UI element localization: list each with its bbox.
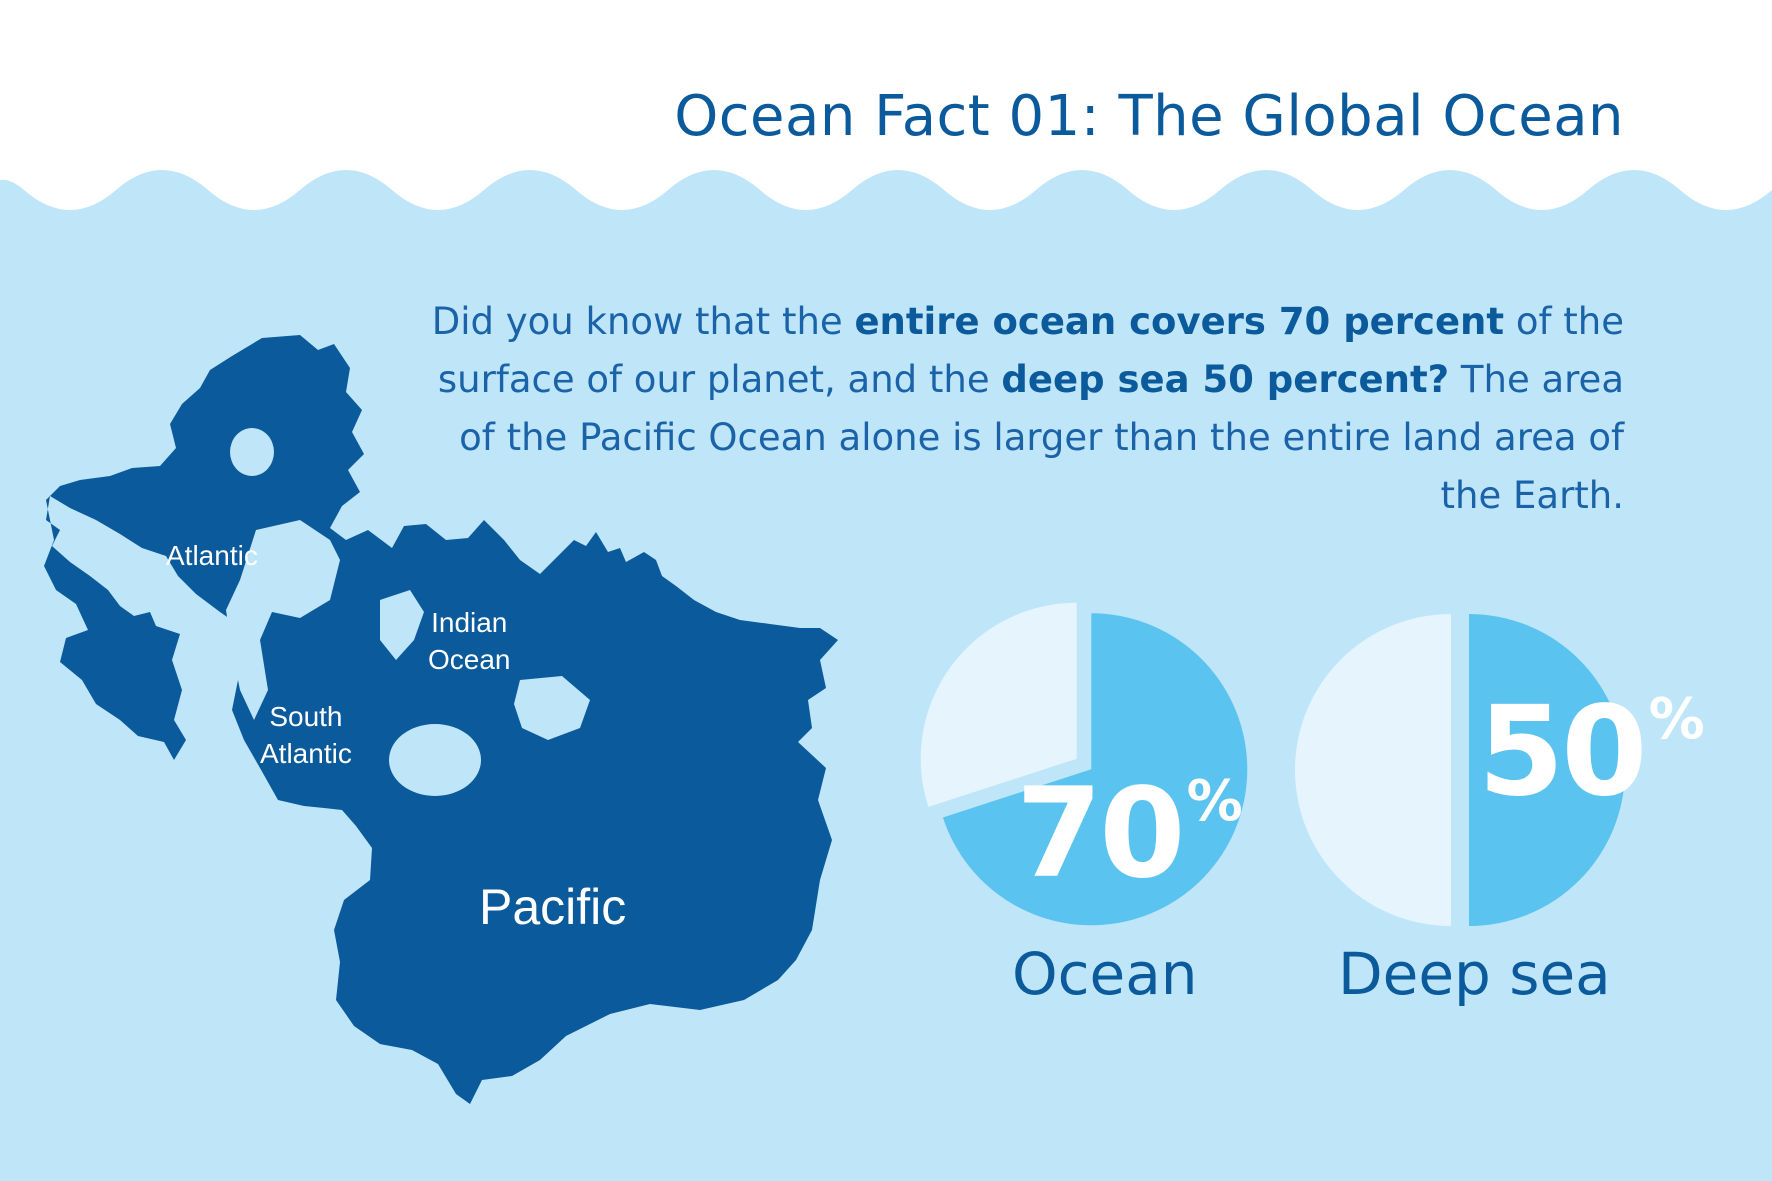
label-indian-line1: Indian bbox=[431, 607, 508, 638]
ocean-shape bbox=[44, 335, 838, 1104]
pie-ocean-number: 70 bbox=[1016, 762, 1186, 906]
label-south-atlantic: South Atlantic bbox=[260, 698, 352, 772]
wave-header bbox=[0, 0, 1772, 210]
label-indian-ocean: Indian Ocean bbox=[428, 604, 511, 678]
pie-deep-sea-percent-sign: % bbox=[1648, 687, 1705, 752]
label-south-atlantic-line2: Atlantic bbox=[260, 738, 352, 769]
pie-deep-sea-value: 50% bbox=[1478, 680, 1705, 824]
pie-deep-sea-label: Deep sea bbox=[1338, 940, 1611, 1008]
pie-ocean-slice-1 bbox=[920, 602, 1077, 807]
intro-text-3: The area of the Pacific Ocean alone is l… bbox=[459, 358, 1624, 517]
pie-ocean-percent-sign: % bbox=[1186, 769, 1243, 834]
intro-bold-1: entire ocean covers 70 percent bbox=[854, 300, 1505, 343]
continent-africa bbox=[380, 590, 424, 660]
pie-ocean-slice-0 bbox=[942, 613, 1248, 926]
continent-greenland bbox=[230, 428, 274, 476]
intro-text: Did you know that the entire ocean cover… bbox=[394, 293, 1624, 525]
pie-ocean-label: Ocean bbox=[1012, 940, 1198, 1008]
intro-bold-2: deep sea 50 percent? bbox=[1001, 358, 1450, 401]
pie-deep-sea-slice-0 bbox=[1469, 614, 1625, 926]
label-south-atlantic-line1: South bbox=[269, 701, 343, 732]
pie-ocean-value: 70% bbox=[1016, 762, 1243, 906]
pie-deep-sea-number: 50 bbox=[1478, 680, 1648, 824]
continent-antarctica bbox=[389, 724, 481, 796]
label-atlantic: Atlantic bbox=[166, 540, 258, 571]
pie-ocean bbox=[920, 602, 1248, 926]
continent-australia bbox=[514, 676, 590, 740]
label-pacific: Pacific bbox=[479, 879, 627, 935]
wave-shape bbox=[0, 0, 1772, 210]
page-title: Ocean Fact 01: The Global Ocean bbox=[674, 84, 1624, 149]
pie-deep-sea-slice-1 bbox=[1295, 614, 1451, 926]
intro-text-1: Did you know that the bbox=[431, 300, 855, 343]
world-ocean-map bbox=[44, 335, 838, 1104]
intro-text-2: of the surface of our planet, and the bbox=[437, 300, 1624, 401]
label-indian-line2: Ocean bbox=[428, 644, 511, 675]
pie-deep-sea bbox=[1295, 614, 1625, 926]
continent-americas bbox=[226, 520, 340, 720]
